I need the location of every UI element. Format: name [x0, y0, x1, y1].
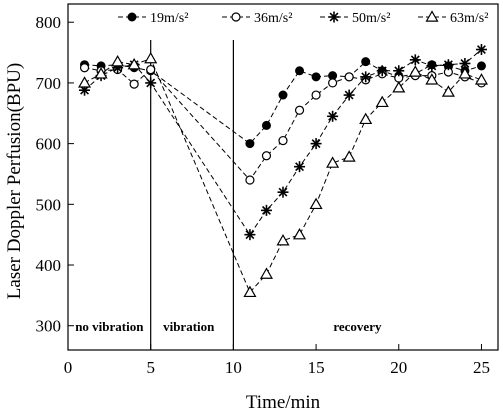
y-tick-label: 300 — [36, 317, 62, 336]
series-4-point — [326, 156, 340, 168]
legend-marker — [231, 12, 241, 22]
series-4-point — [276, 234, 290, 246]
x-axis-title: Time/min — [246, 392, 321, 413]
series-4-point — [474, 73, 488, 85]
series-3-point — [327, 110, 339, 122]
series-1-point — [476, 61, 486, 71]
series-2-point — [344, 72, 354, 82]
phase-label-recovery: recovery — [333, 319, 382, 334]
phase-label-no-vibration: no vibration — [75, 319, 144, 334]
x-tick-label: 20 — [390, 358, 407, 377]
series-2-point — [79, 63, 90, 73]
y-axis-title: Laser Doppler Perfusion(BPU) — [4, 63, 25, 299]
series-4-point — [408, 65, 422, 77]
phase-dividers: no vibration vibration recovery — [75, 40, 382, 350]
series-1-line — [84, 61, 482, 145]
series-1-point — [295, 66, 305, 76]
legend-label: 36m/s² — [254, 11, 292, 26]
legend-item-1: 19m/s² — [118, 11, 188, 26]
series-4-point — [375, 95, 389, 108]
legend: 19m/s² 36m/s² 50m/s² 63m/s² — [118, 10, 488, 26]
series-2-point — [311, 90, 321, 100]
series-2-line — [84, 67, 482, 181]
series-4-point — [127, 57, 141, 70]
series-4-point — [78, 76, 92, 88]
series-4-point — [309, 197, 323, 210]
series-2-point — [294, 105, 305, 115]
y-tick-label: 700 — [36, 74, 62, 93]
x-tick-label: 15 — [308, 358, 325, 377]
phase-label-vibration: vibration — [163, 319, 215, 334]
series-3-point — [294, 161, 306, 173]
series-4-point — [293, 227, 307, 240]
series-4-point — [111, 54, 125, 67]
series-3-point — [409, 54, 421, 66]
series-1-point — [311, 72, 321, 82]
series-1-point — [261, 120, 271, 130]
y-tick-label: 800 — [36, 13, 62, 32]
series-2-point — [245, 175, 255, 185]
series-3-point — [343, 89, 355, 101]
x-tick-label: 5 — [146, 358, 155, 377]
y-tick-label: 600 — [36, 135, 62, 154]
series-2-point — [146, 64, 156, 75]
series-3-point — [145, 77, 157, 89]
legend-label: 50m/s² — [352, 11, 390, 26]
series-3-line — [84, 49, 482, 236]
series-2-point — [261, 151, 272, 161]
legend-label: 63m/s² — [450, 11, 488, 26]
series-4-point — [441, 85, 455, 97]
series-4-point — [458, 67, 472, 79]
series-3-point — [310, 138, 322, 150]
series-3-point — [376, 65, 388, 77]
series-3-point — [442, 59, 454, 71]
y-tick-label: 400 — [36, 256, 62, 275]
series-1-point — [361, 57, 371, 67]
series-3-point — [393, 65, 405, 77]
series-4-point — [342, 150, 356, 162]
series-4-point — [94, 67, 108, 79]
plot-frame — [67, 3, 499, 351]
series-4-point — [359, 112, 373, 125]
series-2-point — [129, 79, 139, 89]
series-layer — [78, 44, 488, 298]
series-1-point — [278, 90, 288, 100]
legend-item-2: 36m/s² — [222, 11, 292, 26]
series-3-point — [360, 71, 372, 83]
series-4-point — [243, 285, 257, 298]
series-4-point — [144, 51, 158, 64]
series-2-point — [278, 135, 288, 146]
series-2 — [79, 63, 487, 185]
x-tick-label: 0 — [64, 358, 73, 377]
axes: 0 5 10 15 20 25 300 400 500 600 700 800 — [36, 3, 499, 377]
series-3-point — [475, 44, 487, 56]
series-4-point — [392, 81, 406, 93]
y-tick-label: 500 — [36, 195, 62, 214]
x-tick-label: 10 — [225, 358, 242, 377]
x-tick-label: 25 — [473, 358, 490, 377]
series-3-point — [426, 60, 438, 72]
series-1-point — [245, 139, 255, 149]
legend-marker — [127, 12, 137, 22]
legend-marker — [425, 10, 439, 22]
series-4 — [78, 51, 488, 298]
legend-item-4: 63m/s² — [418, 10, 488, 26]
series-1 — [80, 57, 486, 149]
legend-marker — [328, 11, 340, 23]
legend-label: 19m/s² — [150, 11, 188, 26]
series-3-point — [277, 186, 289, 198]
legend-item-3: 50m/s² — [320, 11, 390, 26]
series-2-point — [328, 78, 338, 88]
series-3-point — [260, 204, 272, 216]
series-4-point — [425, 73, 439, 85]
series-4-point — [259, 267, 273, 279]
series-3-point — [244, 229, 256, 241]
